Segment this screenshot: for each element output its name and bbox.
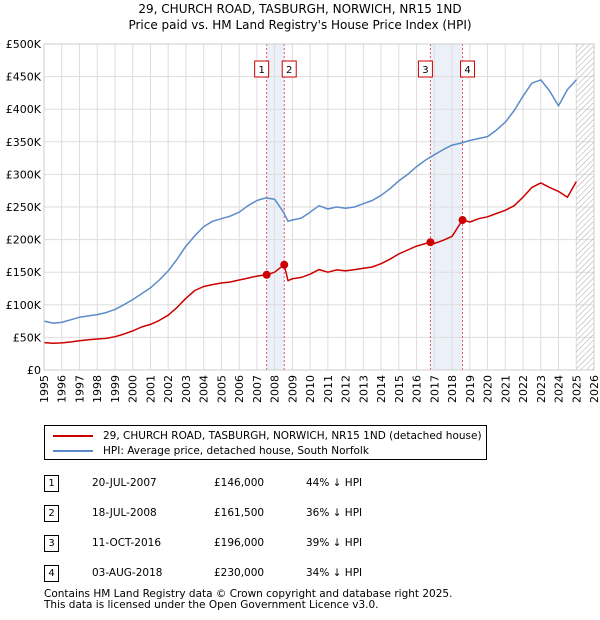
transaction-date: 18-JUL-2008 <box>92 507 157 519</box>
price-chart: 1 2 3 4 £0 £50K £100K £150K £200K £250K £300K £350K… <box>6 38 600 403</box>
x-tick-label: 2022 <box>517 375 530 403</box>
transaction-marker-label: 4 <box>464 65 470 76</box>
legend-label-property: 29, CHURCH ROAD, TASBURGH, NORWICH, NR15… <box>103 430 482 442</box>
legend-label-hpi: HPI: Average price, detached house, Sout… <box>103 445 369 457</box>
x-tick-label: 2025 <box>570 375 583 403</box>
chart-subtitle: Price paid vs. HM Land Registry's House … <box>128 18 472 32</box>
transaction-point <box>262 270 271 279</box>
x-tick-label: 2014 <box>375 375 388 403</box>
y-tick-label: £450K <box>6 71 42 84</box>
x-tick-label: 2004 <box>198 375 211 403</box>
y-tick-label: £50K <box>13 331 42 344</box>
forecast-region <box>576 44 594 370</box>
transaction-marker-box <box>281 60 297 78</box>
y-tick-label: £200K <box>6 234 42 247</box>
x-tick-label: 1996 <box>56 375 69 403</box>
legend-swatch-property <box>53 435 93 437</box>
transaction-hpi: 39% ↓ HPI <box>306 537 363 549</box>
x-tick-label: 2023 <box>535 375 548 403</box>
x-tick-label: 2012 <box>340 375 353 403</box>
transaction-date: 11-OCT-2016 <box>92 537 161 549</box>
x-tick-label: 2026 <box>588 375 600 403</box>
x-tick-label: 2009 <box>286 375 299 403</box>
x-tick-label: 2020 <box>482 375 495 403</box>
transaction-price: £230,000 <box>214 567 265 579</box>
transaction-hpi: 44% ↓ HPI <box>306 477 363 489</box>
transaction-hpi: 36% ↓ HPI <box>306 507 363 519</box>
legend-item-hpi: HPI: Average price, detached house, Sout… <box>53 444 369 458</box>
transaction-badge: 3 <box>44 535 59 552</box>
table-row: 4 03-AUG-2018 £230,000 34% ↓ HPI <box>44 565 544 583</box>
series-line <box>43 79 577 324</box>
x-tick-label: 2001 <box>144 375 157 403</box>
transaction-point <box>280 260 289 269</box>
transaction-marker-label: 1 <box>258 65 264 76</box>
series-line <box>43 181 577 345</box>
table-row: 2 18-JUL-2008 £161,500 36% ↓ HPI <box>44 505 544 523</box>
transaction-badge: 2 <box>44 505 59 522</box>
x-tick-label: 1999 <box>109 375 122 403</box>
x-tick-label: 2021 <box>499 375 512 403</box>
y-tick-label: £300K <box>6 168 42 181</box>
y-tick-label: £100K <box>6 299 42 312</box>
x-tick-label: 1995 <box>38 375 51 403</box>
table-row: 3 11-OCT-2016 £196,000 39% ↓ HPI <box>44 535 544 553</box>
transaction-date: 20-JUL-2007 <box>92 477 157 489</box>
footer-copyright: Contains HM Land Registry data © Crown c… <box>44 588 453 600</box>
transaction-hpi: 34% ↓ HPI <box>306 567 363 579</box>
transaction-marker-box <box>254 60 270 78</box>
x-tick-label: 1997 <box>73 375 86 403</box>
footer-note: Contains HM Land Registry data © Crown c… <box>44 589 452 611</box>
legend-swatch-hpi <box>53 450 93 452</box>
x-tick-label: 2008 <box>269 375 282 403</box>
legend-item-property: 29, CHURCH ROAD, TASBURGH, NORWICH, NR15… <box>53 429 482 443</box>
footer-licence: This data is licensed under the Open Gov… <box>44 599 379 611</box>
table-row: 1 20-JUL-2007 £146,000 44% ↓ HPI <box>44 475 544 493</box>
x-tick-label: 2024 <box>553 375 566 403</box>
transaction-price: £161,500 <box>214 507 265 519</box>
transaction-date: 03-AUG-2018 <box>92 567 163 579</box>
transaction-marker-box <box>417 60 433 78</box>
x-tick-label: 2006 <box>233 375 246 403</box>
y-tick-label: £150K <box>6 266 42 279</box>
x-tick-label: 2016 <box>411 375 424 403</box>
transaction-point <box>458 216 467 225</box>
transaction-marker-label: 2 <box>286 65 292 76</box>
x-tick-label: 2013 <box>357 375 370 403</box>
y-tick-label: £0 <box>27 364 41 377</box>
x-tick-label: 2000 <box>127 375 140 403</box>
x-tick-label: 2007 <box>251 375 264 403</box>
transaction-badge: 4 <box>44 565 59 582</box>
y-tick-label: £350K <box>6 136 42 149</box>
x-tick-label: 2003 <box>180 375 193 403</box>
transaction-marker-box <box>460 60 476 78</box>
x-tick-label: 2019 <box>464 375 477 403</box>
x-tick-label: 2011 <box>322 375 335 403</box>
chart-title: 29, CHURCH ROAD, TASBURGH, NORWICH, NR15… <box>138 2 462 16</box>
y-tick-label: £400K <box>6 103 42 116</box>
x-tick-label: 2017 <box>428 375 441 403</box>
chart-legend: 29, CHURCH ROAD, TASBURGH, NORWICH, NR15… <box>44 425 487 460</box>
y-tick-label: £500K <box>6 38 42 51</box>
transaction-point <box>426 238 435 247</box>
x-tick-label: 2015 <box>393 375 406 403</box>
x-tick-label: 2005 <box>215 375 228 403</box>
plot-frame <box>43 43 595 371</box>
x-tick-label: 2002 <box>162 375 175 403</box>
x-tick-label: 1998 <box>91 375 104 403</box>
x-tick-label: 2018 <box>446 375 459 403</box>
y-tick-label: £250K <box>6 201 42 214</box>
transaction-price: £146,000 <box>214 477 265 489</box>
transaction-marker-label: 3 <box>422 65 428 76</box>
transaction-price: £196,000 <box>214 537 265 549</box>
x-tick-label: 2010 <box>304 375 317 403</box>
transaction-badge: 1 <box>44 475 59 492</box>
